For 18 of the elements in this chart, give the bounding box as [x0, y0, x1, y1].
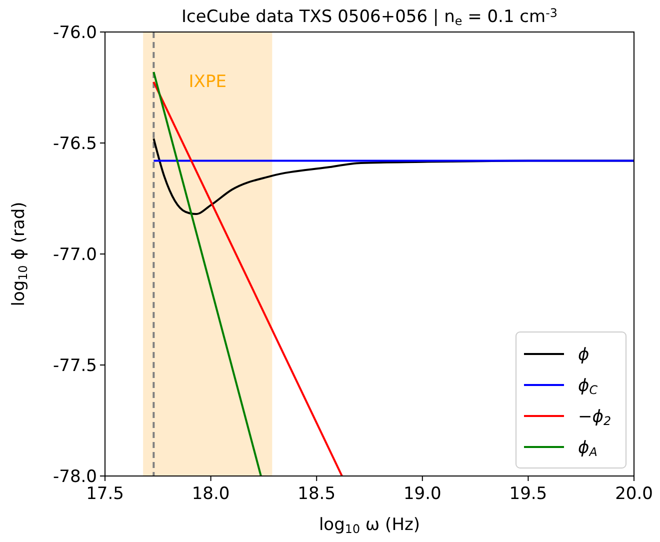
x-tick-label: 20.0 [615, 484, 653, 504]
legend-label: −ϕ$_{2}$ [578, 407, 612, 428]
x-tick-label: 18.0 [192, 484, 230, 504]
x-tick-label: 19.5 [509, 484, 548, 504]
band-label: IXPE [188, 72, 226, 92]
chart-title: IceCube data TXS 0506+056 | n$_{e}$ = 0.1 cm$^{-3}$ [182, 6, 558, 28]
y-tick-label: -77.0 [53, 245, 97, 265]
y-tick-label: -78.0 [53, 467, 97, 487]
x-tick-label: 19.0 [403, 484, 442, 504]
y-tick-label: -77.5 [53, 356, 97, 376]
y-tick-label: -76.0 [53, 23, 97, 43]
x-tick-label: 17.5 [86, 484, 124, 504]
legend-label: ϕ [578, 345, 590, 365]
legend-label: ϕ$_{C}$ [578, 376, 598, 397]
legend-label: ϕ$_{A}$ [578, 438, 598, 459]
x-axis-title: log$_{10}$ ω (Hz) [318, 515, 420, 536]
y-tick-label: -76.5 [53, 134, 97, 154]
x-tick-label: 18.5 [298, 484, 336, 504]
